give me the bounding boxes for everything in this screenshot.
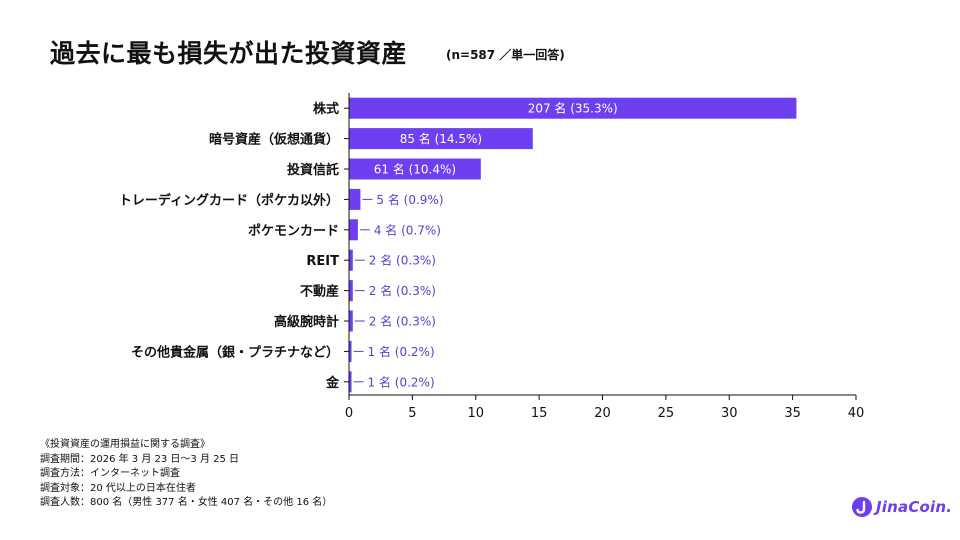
category-label: トレーディングカード（ポケカ以外） bbox=[119, 192, 339, 208]
x-tick-label: 15 bbox=[531, 406, 548, 421]
x-tick-label: 5 bbox=[408, 406, 416, 421]
x-tick-label: 40 bbox=[848, 406, 865, 421]
category-label: 投資信託 bbox=[287, 162, 339, 178]
jinacoin-logo: JinaCoin. bbox=[852, 497, 952, 517]
category-label: ポケモンカード bbox=[248, 223, 339, 239]
footnote-line: 調査対象：20 代以上の日本在住者 bbox=[40, 482, 196, 494]
x-tick-label: 30 bbox=[721, 406, 738, 421]
chart-title: 過去に最も損失が出た投資資産 bbox=[50, 39, 408, 68]
x-tick-label: 25 bbox=[658, 406, 675, 421]
bar bbox=[349, 128, 533, 150]
bar bbox=[349, 371, 352, 393]
x-tick-label: 0 bbox=[345, 406, 353, 421]
category-label: その他貴金属（銀・プラチナなど） bbox=[131, 344, 339, 360]
bar bbox=[349, 219, 358, 241]
bar bbox=[349, 188, 361, 210]
bar bbox=[349, 97, 797, 119]
bar bbox=[349, 340, 352, 362]
bar bbox=[349, 310, 353, 332]
category-label: 不動産 bbox=[300, 284, 339, 300]
data-label: 207 名 (35.3%) bbox=[528, 101, 618, 116]
logo-text: JinaCoin. bbox=[876, 498, 953, 516]
x-tick-label: 35 bbox=[784, 406, 801, 421]
data-label: 1 名 (0.2%) bbox=[368, 344, 435, 359]
data-label: 5 名 (0.9%) bbox=[376, 192, 443, 207]
footnote-line: 《投資資産の運用損益に関する調査》 bbox=[40, 439, 210, 450]
footnote-line: 調査人数：800 名（男性 377 名・女性 407 名・その他 16 名） bbox=[40, 497, 333, 509]
bar bbox=[349, 158, 481, 180]
x-tick-label: 10 bbox=[467, 406, 484, 421]
footnote-line: 調査方法：インターネット調査 bbox=[40, 468, 180, 480]
category-label: 株式 bbox=[313, 101, 339, 117]
bar bbox=[349, 280, 353, 302]
jinacoin-logo-icon bbox=[852, 497, 872, 517]
category-label: 暗号資産（仮想通貨） bbox=[209, 132, 339, 148]
bar bbox=[349, 249, 353, 271]
data-label: 4 名 (0.7%) bbox=[374, 222, 441, 237]
data-label: 85 名 (14.5%) bbox=[400, 131, 482, 146]
data-label: 2 名 (0.3%) bbox=[369, 314, 436, 329]
footnote-line: 調査期間：2026 年 3 月 23 日〜3 月 25 日 bbox=[40, 453, 240, 465]
chart-subtitle: (n=587 ／単一回答) bbox=[446, 48, 565, 62]
data-label: 2 名 (0.3%) bbox=[369, 253, 436, 268]
category-label: REIT bbox=[306, 254, 339, 269]
survey-footnote: 《投資資産の運用損益に関する調査》 調査期間：2026 年 3 月 23 日〜3… bbox=[40, 438, 332, 511]
data-label: 61 名 (10.4%) bbox=[374, 162, 456, 177]
x-tick-label: 20 bbox=[594, 406, 611, 421]
category-label: 金 bbox=[325, 375, 340, 391]
category-label: 高級腕時計 bbox=[274, 314, 339, 330]
data-label: 1 名 (0.2%) bbox=[368, 374, 435, 389]
data-label: 2 名 (0.3%) bbox=[369, 283, 436, 298]
